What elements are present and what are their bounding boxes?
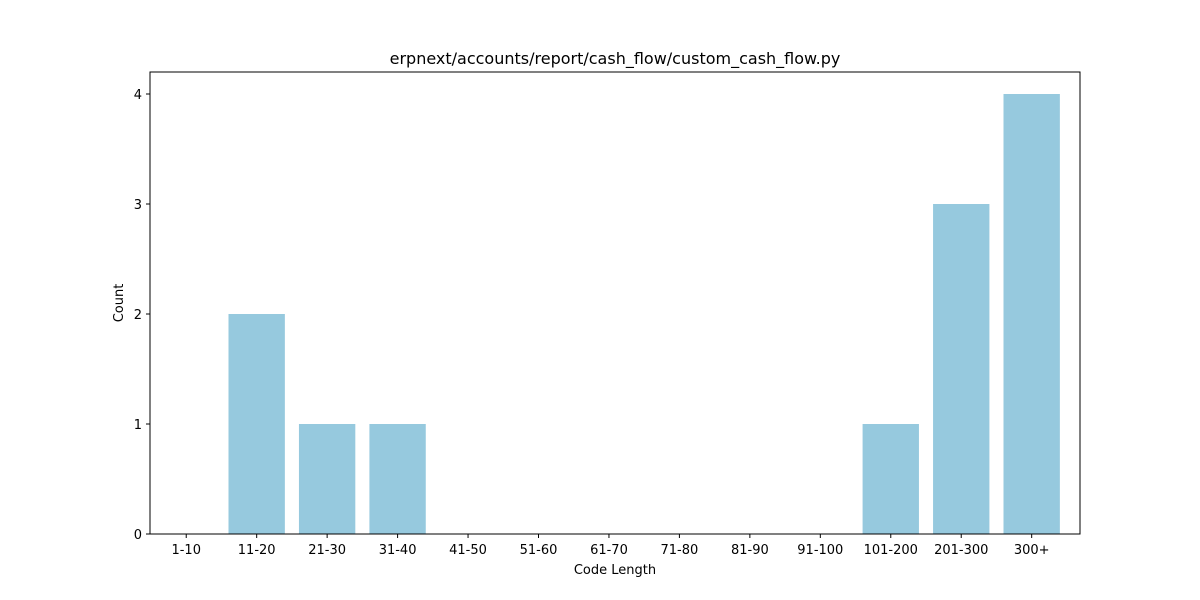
x-axis-label: Code Length bbox=[574, 563, 656, 578]
bars bbox=[228, 94, 1060, 534]
y-tick-label: 2 bbox=[134, 308, 142, 323]
x-tick-label: 71-80 bbox=[661, 543, 699, 558]
chart-title: erpnext/accounts/report/cash_flow/custom… bbox=[390, 49, 841, 69]
y-axis-label: Count bbox=[112, 284, 127, 323]
x-tick-label: 51-60 bbox=[520, 543, 558, 558]
bar-11-20 bbox=[228, 314, 285, 534]
bar-21-30 bbox=[298, 424, 356, 534]
x-tick-label: 91-100 bbox=[797, 543, 843, 558]
x-tick-label: 101-200 bbox=[864, 543, 918, 558]
bar-300+ bbox=[1003, 94, 1060, 534]
plot-frame bbox=[149, 71, 1081, 535]
x-tick-label: 41-50 bbox=[449, 543, 487, 558]
x-tick-label: 201-300 bbox=[934, 543, 988, 558]
x-tick-label: 1-10 bbox=[171, 543, 201, 558]
bar-101-200 bbox=[862, 424, 919, 534]
y-axis-ticks: 0 1 2 3 4 bbox=[134, 88, 150, 543]
x-tick-label: 300+ bbox=[1014, 543, 1050, 558]
x-tick-label: 11-20 bbox=[238, 543, 276, 558]
y-tick-label: 1 bbox=[134, 418, 142, 433]
bar-31-40 bbox=[369, 424, 426, 534]
y-tick-label: 0 bbox=[134, 528, 142, 543]
x-tick-label: 21-30 bbox=[308, 543, 346, 558]
x-axis-ticks: 1-10 11-20 21-30 31-40 41-50 51-60 61-70 71-80 8… bbox=[171, 534, 1050, 558]
y-tick-label: 4 bbox=[134, 88, 142, 103]
x-tick-label: 81-90 bbox=[731, 543, 769, 558]
y-tick-label: 3 bbox=[134, 198, 142, 213]
bar-201-300 bbox=[933, 204, 990, 534]
x-tick-label: 61-70 bbox=[590, 543, 628, 558]
x-tick-label: 31-40 bbox=[379, 543, 417, 558]
